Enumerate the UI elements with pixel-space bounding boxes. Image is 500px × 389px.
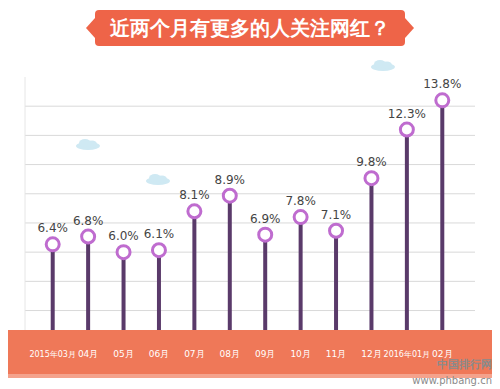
data-label: 6.4% bbox=[37, 221, 68, 235]
title-banner bbox=[95, 10, 405, 46]
stem bbox=[192, 211, 196, 330]
marker bbox=[152, 244, 165, 257]
marker bbox=[294, 211, 307, 224]
data-label: 6.8% bbox=[73, 214, 104, 228]
marker bbox=[117, 246, 130, 259]
data-label: 12.3% bbox=[388, 107, 426, 121]
x-tick-label: 04月 bbox=[78, 349, 98, 359]
marks bbox=[46, 94, 449, 330]
x-tick-label: 06月 bbox=[149, 349, 169, 359]
stem bbox=[86, 237, 90, 330]
data-label: 9.8% bbox=[356, 155, 387, 169]
cloud-part bbox=[382, 62, 392, 69]
data-label: 8.1% bbox=[179, 188, 210, 202]
x-tick-label: 10月 bbox=[290, 349, 310, 359]
marker bbox=[365, 172, 378, 185]
marker bbox=[400, 123, 413, 136]
stem bbox=[122, 252, 126, 330]
marker bbox=[330, 224, 343, 237]
stem bbox=[51, 244, 55, 330]
x-tick-label: 05月 bbox=[113, 349, 133, 359]
x-tick-label: 2015年03月 bbox=[29, 350, 76, 359]
x-tick-label: 07月 bbox=[184, 349, 204, 359]
cloud bbox=[371, 60, 395, 71]
watermark: www.phbang.cn bbox=[412, 375, 492, 386]
stem bbox=[228, 196, 232, 330]
background bbox=[0, 0, 500, 389]
cloud-part bbox=[157, 176, 167, 183]
data-label: 13.8% bbox=[423, 77, 461, 91]
data-label: 8.9% bbox=[215, 173, 246, 187]
y-axis-line bbox=[25, 77, 26, 330]
stem bbox=[263, 235, 267, 330]
stem bbox=[369, 178, 373, 330]
title: 近两个月有更多的人关注网红？ bbox=[109, 16, 390, 40]
title-banner-tip bbox=[405, 18, 414, 38]
data-label: 6.0% bbox=[108, 229, 139, 243]
x-tick-label: 08月 bbox=[220, 349, 240, 359]
marker bbox=[259, 228, 272, 241]
cloud bbox=[76, 139, 100, 150]
stem bbox=[440, 100, 444, 330]
stem bbox=[299, 217, 303, 330]
watermark: 中国排行网 bbox=[437, 358, 492, 371]
marker bbox=[223, 189, 236, 202]
stem bbox=[405, 130, 409, 330]
cloud-part bbox=[87, 141, 97, 148]
marker bbox=[188, 205, 201, 218]
stem bbox=[157, 250, 161, 330]
x-tick-label: 2016年01月 bbox=[384, 350, 431, 359]
data-label: 6.9% bbox=[250, 212, 281, 226]
stem bbox=[334, 231, 338, 330]
data-label: 7.8% bbox=[285, 194, 316, 208]
title-banner-tip bbox=[86, 18, 95, 38]
x-tick-label: 11月 bbox=[326, 349, 346, 359]
marker bbox=[436, 94, 449, 107]
cloud bbox=[146, 174, 170, 185]
x-tick-label: 12月 bbox=[361, 349, 381, 359]
x-axis-band bbox=[8, 330, 492, 374]
x-tick-label: 09月 bbox=[255, 349, 275, 359]
marker bbox=[46, 238, 59, 251]
data-label: 6.1% bbox=[144, 227, 175, 241]
data-label: 7.1% bbox=[321, 208, 352, 222]
marker bbox=[82, 230, 95, 243]
